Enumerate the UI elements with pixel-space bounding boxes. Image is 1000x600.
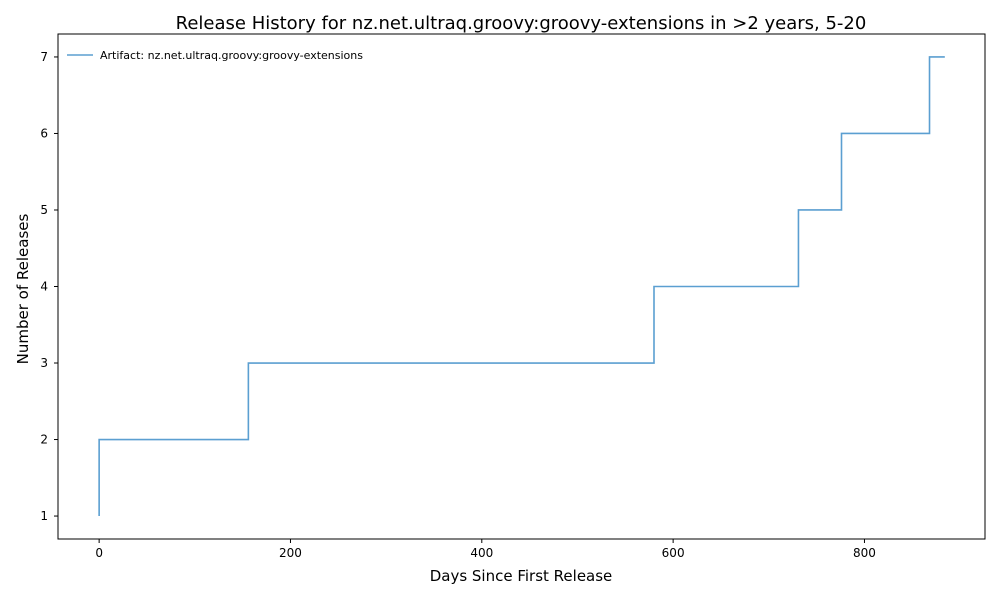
chart-title: Release History for nz.net.ultraq.groovy… (176, 13, 867, 34)
y-tick-label: 4 (40, 280, 48, 294)
x-axis-label: Days Since First Release (430, 567, 613, 585)
y-tick-label: 7 (40, 50, 48, 64)
x-tick-label: 800 (853, 546, 876, 560)
y-tick-label: 6 (40, 126, 48, 140)
series-line (98, 56, 945, 517)
y-tick-label: 5 (40, 203, 48, 217)
y-axis-ticks: 1 2 3 4 5 6 7 (40, 50, 58, 523)
y-tick-label: 3 (40, 356, 48, 370)
y-tick-label: 2 (40, 433, 48, 447)
x-tick-label: 200 (279, 546, 302, 560)
plot-area (98, 56, 945, 517)
x-tick-label: 400 (470, 546, 493, 560)
x-axis-ticks: 0 200 400 600 800 (95, 539, 876, 560)
legend: Artifact: nz.net.ultraq.groovy:groovy-ex… (67, 49, 363, 62)
y-tick-label: 1 (40, 509, 48, 523)
legend-label: Artifact: nz.net.ultraq.groovy:groovy-ex… (100, 49, 363, 62)
x-tick-label: 0 (95, 546, 103, 560)
x-tick-label: 600 (662, 546, 685, 560)
y-axis-label: Number of Releases (14, 213, 32, 364)
